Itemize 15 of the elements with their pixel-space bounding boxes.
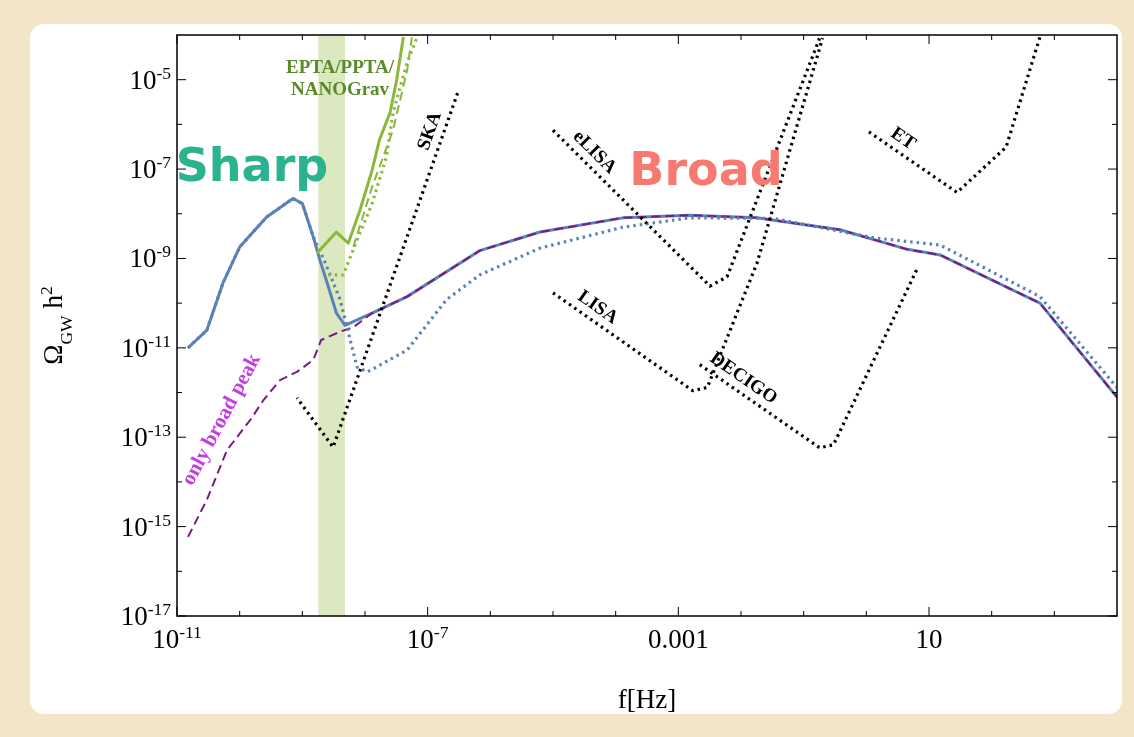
y-tick-label: 10$^{-5}$	[129, 62, 172, 95]
x-tick-label: 10	[915, 624, 943, 654]
text: ET	[887, 121, 921, 154]
y-tick-label: 10$^{-7}$	[129, 152, 172, 185]
x-axis-title: f[Hz]	[617, 684, 677, 714]
y-tick-label: 10$^{-9}$	[129, 241, 172, 274]
text: SKA	[411, 108, 445, 153]
annotation: Broad	[629, 141, 783, 196]
y-tick-label: 10$^{-15}$	[120, 509, 172, 542]
annotation: Sharp	[175, 137, 329, 192]
x-tick-label: 10$^{-7}$	[406, 622, 449, 654]
x-tick-label: 0.001	[647, 624, 709, 654]
annotation: EPTA/PPTA/ NANOGrav	[286, 56, 395, 100]
y-tick-label: 10$^{-11}$	[121, 330, 171, 363]
y-tick-label: 10$^{-13}$	[120, 420, 172, 453]
